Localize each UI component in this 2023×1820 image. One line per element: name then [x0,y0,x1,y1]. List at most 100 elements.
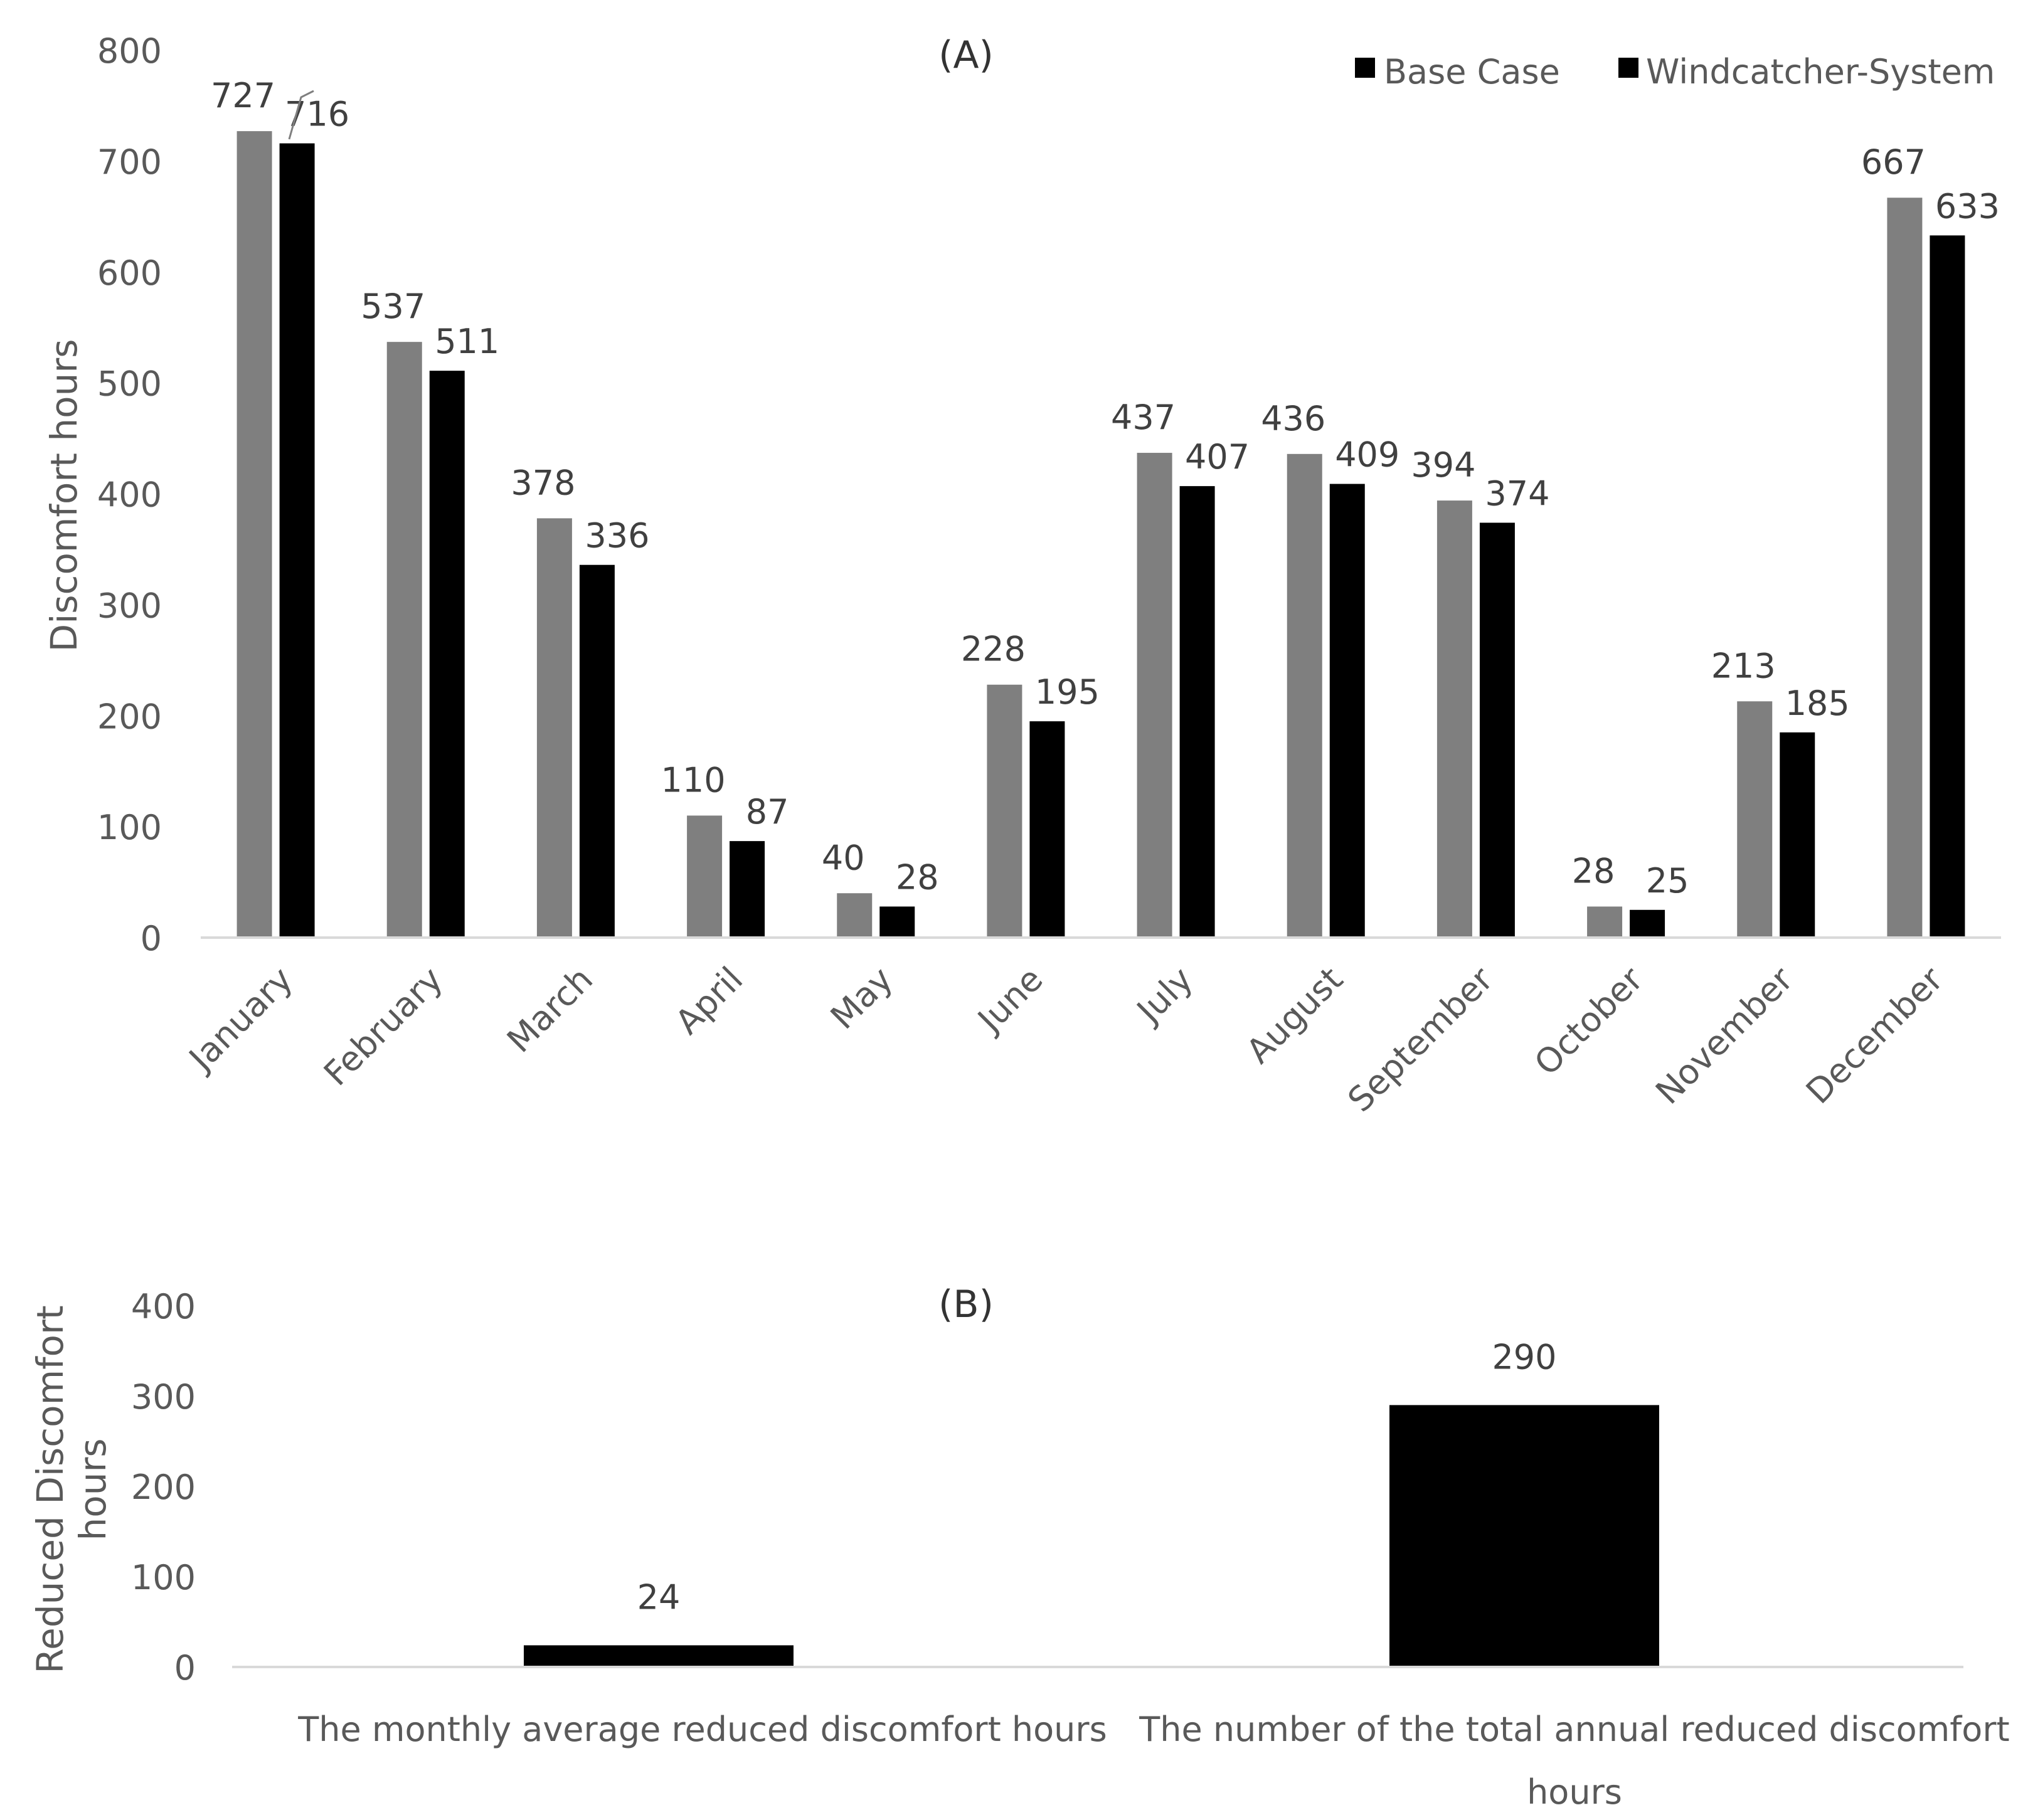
bar-windcatcher-system-august [1329,484,1365,938]
y-tick-label: 600 [97,253,162,293]
bar-windcatcher-system-september [1479,522,1515,938]
y-tick-label: 400 [131,1287,196,1326]
data-label-reduced-discomfort-1: 24 [637,1577,681,1617]
data-label-base-case-may: 40 [822,838,865,877]
bar-base-case-september [1436,500,1472,938]
bar-reduced-discomfort-2 [1389,1405,1659,1667]
chart-b-title: (B) [938,1283,994,1326]
y-tick-label: 500 [97,364,162,404]
data-label-windcatcher-system-october: 25 [1646,861,1689,901]
y-tick-label: 100 [131,1558,196,1597]
y-tick-label: 100 [97,808,162,847]
bar-windcatcher-system-february [429,371,465,938]
bar-windcatcher-system-october [1630,909,1665,938]
y-tick-label: 400 [97,475,162,515]
data-label-windcatcher-system-march: 336 [585,516,649,556]
bar-base-case-november [1737,701,1773,938]
bar-base-case-october [1587,906,1623,938]
data-label-windcatcher-system-february: 511 [435,322,499,361]
x-tick-label-2-line-2: hours [1527,1772,1622,1812]
data-label-windcatcher-system-may: 28 [896,857,939,897]
chart-b: (B) Reduced Discomfort hours 0 100 200 300 4… [29,1283,2010,1812]
x-tick-label-february: February [316,960,450,1094]
chart-a-legend: Base Case Windcatcher-System [1355,52,1995,92]
y-tick-label: 0 [174,1648,196,1688]
data-label-base-case-january: 727 [211,76,275,115]
x-tick-label-2-line-1: The number of the total annual reduced d… [1139,1710,2009,1749]
chart-b-bars [524,1405,1659,1667]
bar-windcatcher-system-july [1179,486,1215,938]
bar-base-case-december [1887,198,1923,938]
y-tick-label: 0 [141,919,162,958]
x-tick-label-april: April [667,960,750,1042]
bar-windcatcher-system-november [1780,732,1815,938]
legend-label-base-case: Base Case [1384,52,1560,92]
data-label-base-case-august: 436 [1261,399,1325,438]
bar-base-case-march [536,518,572,938]
x-tick-label-august: August [1239,960,1351,1071]
chart-a-bars [236,131,1965,938]
chart-a: (A) Discomfort hours Base Case Windcatch… [43,31,2001,1119]
bar-base-case-june [987,684,1022,938]
bar-base-case-february [386,342,422,938]
bar-base-case-january [236,131,272,938]
y-tick-label: 800 [97,31,162,71]
x-tick-label-january: January [180,960,300,1079]
x-tick-label-october: October [1527,959,1651,1083]
x-tick-label-december: December [1798,959,1951,1111]
x-tick-label-july: July [1128,960,1200,1032]
data-label-base-case-april: 110 [661,760,726,800]
bar-base-case-april [687,815,723,938]
y-tick-label: 300 [97,586,162,625]
data-label-base-case-september: 394 [1411,445,1475,485]
bar-base-case-august [1287,453,1322,938]
chart-b-x-ticks: The monthly average reduced discomfort h… [297,1710,2009,1812]
x-tick-label-november: November [1648,959,1801,1112]
x-tick-label-june: June [969,960,1051,1041]
bar-windcatcher-system-january [279,143,315,938]
y-tick-label: 700 [97,142,162,182]
data-label-windcatcher-system-april: 87 [746,792,789,832]
bar-windcatcher-system-april [730,841,765,938]
bar-base-case-july [1137,453,1172,938]
x-tick-label-march: March [499,960,600,1061]
bar-base-case-may [837,893,873,938]
x-tick-label-may: May [823,960,900,1037]
chart-b-y-ticks: 0 100 200 300 400 [131,1287,196,1688]
bar-windcatcher-system-december [1930,235,1965,938]
x-tick-label-1-line-1: The monthly average reduced discomfort h… [297,1710,1107,1749]
data-label-windcatcher-system-december: 633 [1935,186,2000,226]
chart-a-title: (A) [938,33,994,77]
data-label-base-case-february: 537 [361,287,425,326]
data-label-windcatcher-system-july: 407 [1185,437,1250,477]
chart-b-data-labels: 24 290 [637,1337,1557,1617]
data-label-windcatcher-system-august: 409 [1335,435,1399,475]
data-label-windcatcher-system-september: 374 [1485,474,1549,513]
y-tick-label: 300 [131,1377,196,1417]
legend-swatch-base-case [1355,58,1375,78]
chart-b-y-axis-label-line-1: Reduced Discomfort [29,1305,72,1673]
chart-a-x-ticks: January February March April May June July Augu… [180,959,1951,1119]
y-tick-label: 200 [97,697,162,736]
data-label-base-case-march: 378 [511,463,575,502]
data-label-windcatcher-system-january: 716 [285,95,349,134]
bar-windcatcher-system-march [579,564,615,938]
chart-b-y-axis-label-line-2: hours [72,1438,114,1540]
chart-b-y-axis-label: Reduced Discomfort hours [29,1305,114,1673]
chart-a-y-ticks: 0 100 200 300 400 500 600 700 800 [97,31,162,958]
bar-reduced-discomfort-1 [524,1645,794,1667]
data-label-base-case-november: 213 [1711,646,1776,685]
data-label-reduced-discomfort-2: 290 [1492,1337,1556,1377]
data-label-windcatcher-system-june: 195 [1035,672,1100,712]
data-label-base-case-december: 667 [1861,142,1926,182]
y-tick-label: 200 [131,1468,196,1507]
x-tick-label-september: September [1341,959,1501,1119]
legend-label-windcatcher: Windcatcher-System [1646,52,1995,92]
data-label-base-case-october: 28 [1572,851,1615,891]
chart-a-y-axis-label: Discomfort hours [43,339,85,652]
data-label-windcatcher-system-november: 185 [1785,684,1850,723]
data-label-base-case-july: 437 [1111,398,1176,437]
bar-windcatcher-system-june [1029,721,1065,938]
